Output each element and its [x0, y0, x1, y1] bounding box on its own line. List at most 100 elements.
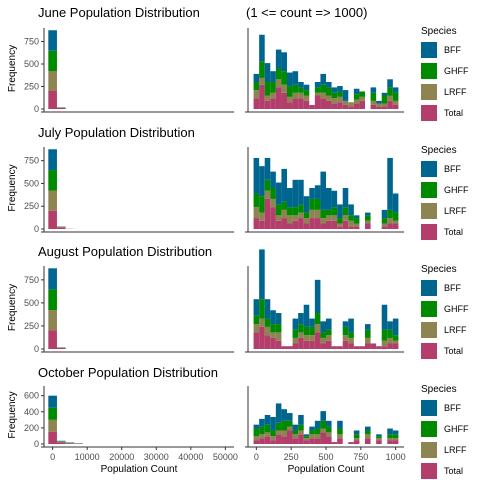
- right-hist-1-bar-total-17: [348, 226, 354, 229]
- right-hist-0-bar-bff-6: [287, 72, 293, 87]
- left-y-tick-label-3-1: 200: [24, 423, 39, 433]
- right-hist-3-bar-bff-5: [281, 409, 287, 421]
- legend-swatch-total-0: [421, 105, 437, 121]
- right-hist-3-bar-bff-8: [298, 415, 304, 425]
- left-y-tick-label-1-3: 750: [24, 156, 39, 166]
- right-hist-0-bar-total-4: [275, 87, 282, 109]
- left-hist-2-bar-ghff-0: [48, 289, 57, 311]
- right-hist-0-bar-total-24: [387, 100, 393, 109]
- right-hist-1-bar-lrff-7: [292, 215, 299, 221]
- right-hist-2-bar-ghff-13: [326, 329, 332, 336]
- right-hist-3-bar-lrff-6: [287, 426, 293, 431]
- right-hist-2-bar-total-3: [270, 337, 276, 349]
- right-hist-3-bar-bff-20: [365, 426, 371, 431]
- right-hist-0-bar-total-0: [253, 98, 260, 109]
- right-hist-3-bar-ghff-12: [320, 420, 326, 429]
- right-hist-3-bar-lrff-22: [376, 438, 382, 441]
- left-x-tick-label-3-0: 0: [50, 452, 55, 462]
- right-hist-1-bar-total-12: [320, 223, 326, 229]
- right-hist-2-bar-total-9: [303, 340, 310, 349]
- left-hist-1-bar-bff-0: [48, 149, 57, 171]
- left-hist-0-bar-total-0: [48, 91, 57, 109]
- right-hist-2-bar-total-19: [359, 346, 365, 349]
- right-hist-1-bar-total-25: [392, 223, 399, 229]
- right-hist-2-bar-ghff-4: [275, 324, 282, 333]
- right-hist-1-bar-lrff-16: [342, 215, 349, 221]
- right-hist-1-bar-ghff-25: [392, 212, 399, 221]
- right-hist-2-bar-ghff-24: [387, 329, 393, 338]
- right-hist-3-bar-ghff-10: [309, 430, 315, 435]
- right-hist-2-bar-lrff-25: [392, 340, 399, 344]
- left-y-tick-label-2-2: 500: [24, 298, 39, 308]
- right-hist-1-bar-total-9: [303, 223, 310, 229]
- left-hist-1-bar-total-0: [48, 210, 57, 229]
- right-hist-3-bar-lrff-2: [264, 432, 271, 437]
- right-hist-0-bar-bff-13: [326, 82, 332, 88]
- right-hist-0-bar-ghff-3: [270, 82, 276, 93]
- right-hist-1-bar-total-6: [287, 223, 293, 229]
- right-hist-0-bar-lrff-21: [370, 100, 377, 105]
- right-hist-1-bar-lrff-14: [331, 215, 338, 221]
- right-x-tick-label-1: 250: [284, 452, 299, 462]
- right-x-tick-label-0: 0: [254, 452, 259, 462]
- right-hist-3-bar-bff-1: [259, 418, 265, 427]
- right-hist-0-bar-ghff-19: [359, 91, 365, 97]
- right-hist-1-bar-bff-1: [259, 166, 265, 197]
- right-hist-2-bar-total-6: [287, 346, 293, 349]
- right-hist-2-bar-lrff-11: [314, 324, 321, 333]
- left-y-tick-label-3-0: 0: [34, 439, 39, 449]
- legend-swatch-ghff-0: [421, 63, 437, 79]
- right-hist-1-bar-ghff-23: [381, 218, 388, 224]
- right-hist-2-bar-lrff-16: [342, 335, 349, 341]
- right-hist-2-bar-bff-1: [259, 249, 265, 300]
- right-hist-1-bar-ghff-2: [264, 179, 271, 191]
- right-hist-3-bar-lrff-3: [270, 436, 276, 441]
- right-hist-1-bars: [253, 157, 399, 229]
- panel-title-0: June Population Distribution: [38, 5, 200, 20]
- right-hist-0-bar-ghff-13: [326, 87, 332, 96]
- right-hist-0-bar-total-11: [314, 95, 321, 109]
- left-hist-0-bar-total-1: [56, 107, 66, 109]
- right-hist-2-bar-lrff-17: [348, 337, 354, 344]
- right-hist-3-bar-bff-25: [392, 430, 399, 435]
- right-hist-2-bar-ghff-10: [309, 326, 315, 336]
- right-hist-0-bar-lrff-8: [298, 92, 304, 99]
- right-hist-3-bar-lrff-7: [292, 434, 299, 439]
- right-hist-2-bar-total-17: [348, 343, 354, 349]
- right-hist-1-bar-bff-2: [264, 157, 271, 180]
- right-hist-2-bar-bff-10: [309, 318, 315, 327]
- right-hist-2-bar-total-18: [353, 346, 360, 349]
- right-hist-1-bar-total-18: [353, 226, 360, 229]
- right-hist-1-bar-ghff-6: [287, 207, 293, 216]
- right-hist-2-bar-bff-12: [320, 321, 326, 333]
- right-hist-2-bar-total-12: [320, 343, 326, 349]
- right-hist-0-bar-ghff-21: [370, 92, 377, 101]
- right-hist-0-bar-bff-14: [331, 87, 338, 93]
- right-hist-3-bar-total-14: [331, 442, 338, 444]
- right-hist-1-bar-total-10: [309, 218, 315, 229]
- right-hist-1-bar-bff-23: [381, 209, 388, 219]
- left-hist-1-bar-total-1: [56, 227, 66, 229]
- right-hist-3-bar-lrff-25: [392, 438, 399, 441]
- right-hist-2-bar-ghff-17: [348, 332, 354, 338]
- right-hist-1-bar-lrff-3: [270, 198, 276, 208]
- right-hist-1-bar-ghff-10: [309, 198, 315, 210]
- right-hist-2-bar-bff-20: [365, 324, 371, 330]
- right-hist-1-bar-lrff-12: [320, 218, 326, 224]
- right-hist-0-bar-ghff-23: [381, 95, 388, 104]
- right-hist-2-bar-total-24: [387, 343, 393, 349]
- right-hist-3-bar-total-3: [270, 440, 276, 444]
- legend-label-bff-0: BFF: [444, 45, 462, 55]
- right-hist-1-bar-bff-7: [292, 179, 299, 208]
- legend-title-3: Species: [421, 384, 457, 395]
- right-hist-3-bar-total-25: [392, 440, 399, 444]
- left-y-tick-label-2-0: 0: [34, 344, 39, 354]
- right-hist-2-bar-total-5: [281, 346, 287, 349]
- legend-title-0: Species: [421, 26, 457, 37]
- legend-swatch-lrff-3: [421, 442, 437, 458]
- right-hist-0-bar-lrff-5: [281, 84, 287, 93]
- left-x-tick-label-3-1: 10000: [75, 452, 100, 462]
- right-hist-2-bar-total-22: [376, 346, 382, 349]
- right-hist-1-bar-bff-16: [342, 188, 349, 208]
